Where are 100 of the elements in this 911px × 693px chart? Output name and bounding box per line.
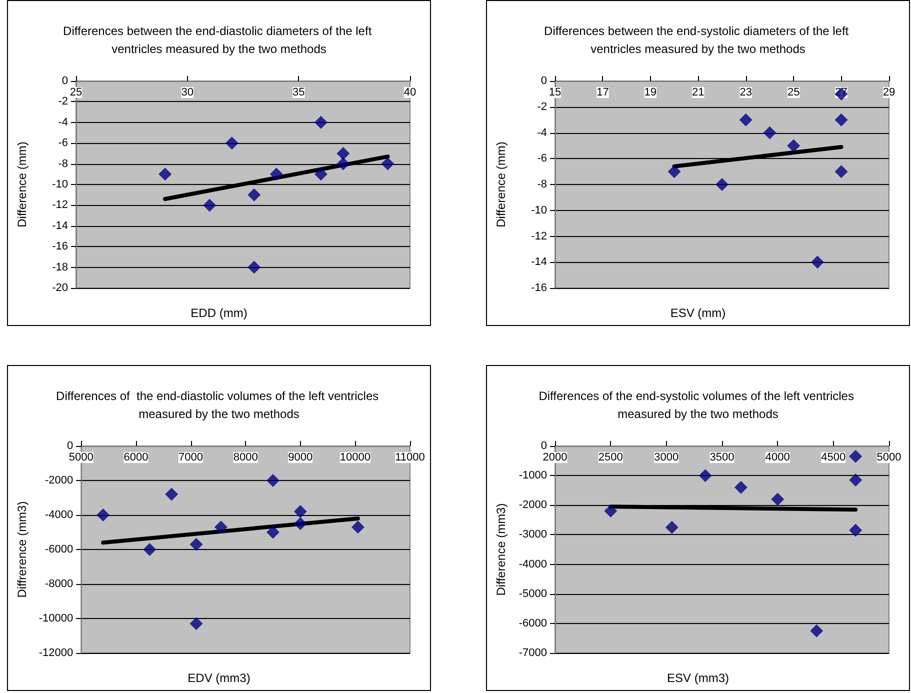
point bbox=[665, 520, 678, 534]
point bbox=[336, 157, 350, 170]
y-axis-title: Difference (mm) bbox=[494, 142, 508, 228]
x-tick-label: 27 bbox=[835, 86, 848, 98]
y-tick-label: -18 bbox=[52, 261, 68, 274]
x-tick-label: 11000 bbox=[395, 452, 425, 464]
point bbox=[248, 188, 261, 202]
y-tick-label: 0 bbox=[67, 440, 74, 452]
point bbox=[810, 624, 824, 638]
point bbox=[225, 136, 238, 150]
y-tick-label: -2000 bbox=[518, 499, 547, 512]
point bbox=[190, 617, 203, 630]
y-tick-label: -16 bbox=[531, 282, 547, 294]
chart-title: Differences between the end-systolic diameters of the left ventricles measured by the two methods bbox=[544, 24, 852, 56]
point bbox=[158, 168, 172, 181]
y-tick-label: -1000 bbox=[518, 470, 547, 482]
point bbox=[165, 488, 178, 501]
y-tick-label: -12000 bbox=[38, 647, 74, 659]
x-tick-label: 5000 bbox=[876, 452, 902, 464]
y-tick-label: -4 bbox=[58, 116, 68, 128]
chart-title: Differences of the end-diastolic volumes of the left ventricles measured by the two methods bbox=[56, 389, 382, 421]
y-tick-label: -2 bbox=[537, 100, 547, 113]
y-tick-label: -10000 bbox=[38, 612, 74, 624]
point bbox=[834, 165, 848, 178]
y-tick-label: -8 bbox=[58, 158, 68, 170]
point bbox=[294, 517, 307, 530]
y-tick-label: -14 bbox=[52, 220, 68, 232]
y-tick-label: 0 bbox=[540, 75, 547, 87]
x-tick-label: 5000 bbox=[68, 452, 94, 464]
x-axis-title: EDV (mm3) bbox=[188, 671, 250, 685]
y-tick-label: 0 bbox=[540, 440, 547, 452]
x-tick-label: 25 bbox=[787, 86, 800, 98]
x-tick-label: 2000 bbox=[542, 452, 568, 464]
x-tick-label: 25 bbox=[70, 86, 82, 98]
y-tick-label: -7000 bbox=[518, 647, 547, 659]
y-tick-label: -20 bbox=[52, 282, 68, 294]
point bbox=[314, 116, 328, 129]
point bbox=[248, 260, 261, 274]
y-tick-label: -8000 bbox=[45, 578, 74, 590]
y-tick-label: -4000 bbox=[518, 558, 547, 570]
y-tick-label: -3000 bbox=[518, 528, 547, 541]
x-tick-label: 35 bbox=[292, 86, 305, 98]
chart-title: Differences between the end-diastolic diameters of the left ventricles measured by the two methods bbox=[63, 24, 375, 56]
x-tick-label: 9000 bbox=[288, 452, 313, 464]
x-tick-label: 23 bbox=[740, 86, 752, 98]
x-tick-label: 21 bbox=[692, 86, 704, 98]
y-tick-label: -4000 bbox=[45, 509, 74, 521]
point bbox=[834, 113, 848, 126]
y-tick-label: -16 bbox=[52, 240, 68, 253]
point bbox=[143, 543, 156, 556]
y-tick-label: -2000 bbox=[45, 474, 74, 486]
x-tick-label: 6000 bbox=[124, 452, 148, 464]
point bbox=[270, 168, 283, 181]
point bbox=[734, 480, 748, 494]
point bbox=[96, 508, 110, 522]
point bbox=[294, 505, 307, 518]
y-tick-label: -8 bbox=[537, 178, 547, 190]
point bbox=[739, 113, 752, 126]
y-tick-label: 0 bbox=[62, 75, 68, 87]
y-tick-label: -12 bbox=[531, 230, 547, 242]
y-tick-label: -6 bbox=[58, 137, 68, 150]
y-axis-title: Diffrerence (mm3) bbox=[15, 501, 29, 598]
chart-title: Differences of the end-systolic volumes of the left ventricles measured by the two methods bbox=[538, 389, 858, 421]
y-tick-label: -10 bbox=[52, 178, 68, 190]
y-tick-label: -6000 bbox=[45, 544, 74, 556]
y-tick-label: -12 bbox=[52, 199, 68, 212]
x-tick-label: 15 bbox=[548, 86, 562, 98]
point bbox=[849, 450, 862, 463]
x-tick-label: 3500 bbox=[710, 452, 734, 464]
x-tick-label: 4000 bbox=[765, 452, 790, 464]
point bbox=[668, 165, 681, 178]
y-tick-label: -10 bbox=[531, 204, 547, 216]
point bbox=[266, 526, 280, 539]
y-axis-title: Difference (mm3) bbox=[494, 503, 508, 596]
y-tick-label: -2 bbox=[58, 96, 68, 108]
x-tick-label: 19 bbox=[644, 86, 657, 98]
y-axis-title: Difference (mm) bbox=[15, 142, 29, 228]
y-tick-label: -4 bbox=[537, 126, 547, 139]
x-axis-title: ESV (mm) bbox=[670, 306, 726, 320]
x-tick-label: 40 bbox=[404, 86, 416, 98]
x-tick-label: 17 bbox=[596, 86, 609, 98]
point bbox=[314, 168, 328, 181]
point bbox=[214, 520, 228, 534]
y-tick-label: -6000 bbox=[518, 617, 547, 630]
x-tick-label: 29 bbox=[882, 86, 896, 98]
point bbox=[849, 524, 862, 537]
x-tick-label: 3000 bbox=[654, 452, 679, 464]
x-tick-label: 8000 bbox=[233, 452, 258, 464]
x-tick-label: 7000 bbox=[178, 452, 204, 464]
y-tick-label: -14 bbox=[531, 256, 547, 268]
point bbox=[763, 126, 776, 140]
x-tick-label: 4500 bbox=[821, 452, 846, 464]
point bbox=[604, 504, 618, 518]
point bbox=[810, 256, 824, 269]
point bbox=[266, 474, 280, 487]
x-axis-title: ESV (mm3) bbox=[667, 671, 730, 685]
point bbox=[771, 492, 784, 506]
x-axis-title: EDD (mm) bbox=[190, 306, 248, 320]
x-tick-label: 2500 bbox=[598, 452, 623, 464]
point bbox=[787, 139, 800, 152]
